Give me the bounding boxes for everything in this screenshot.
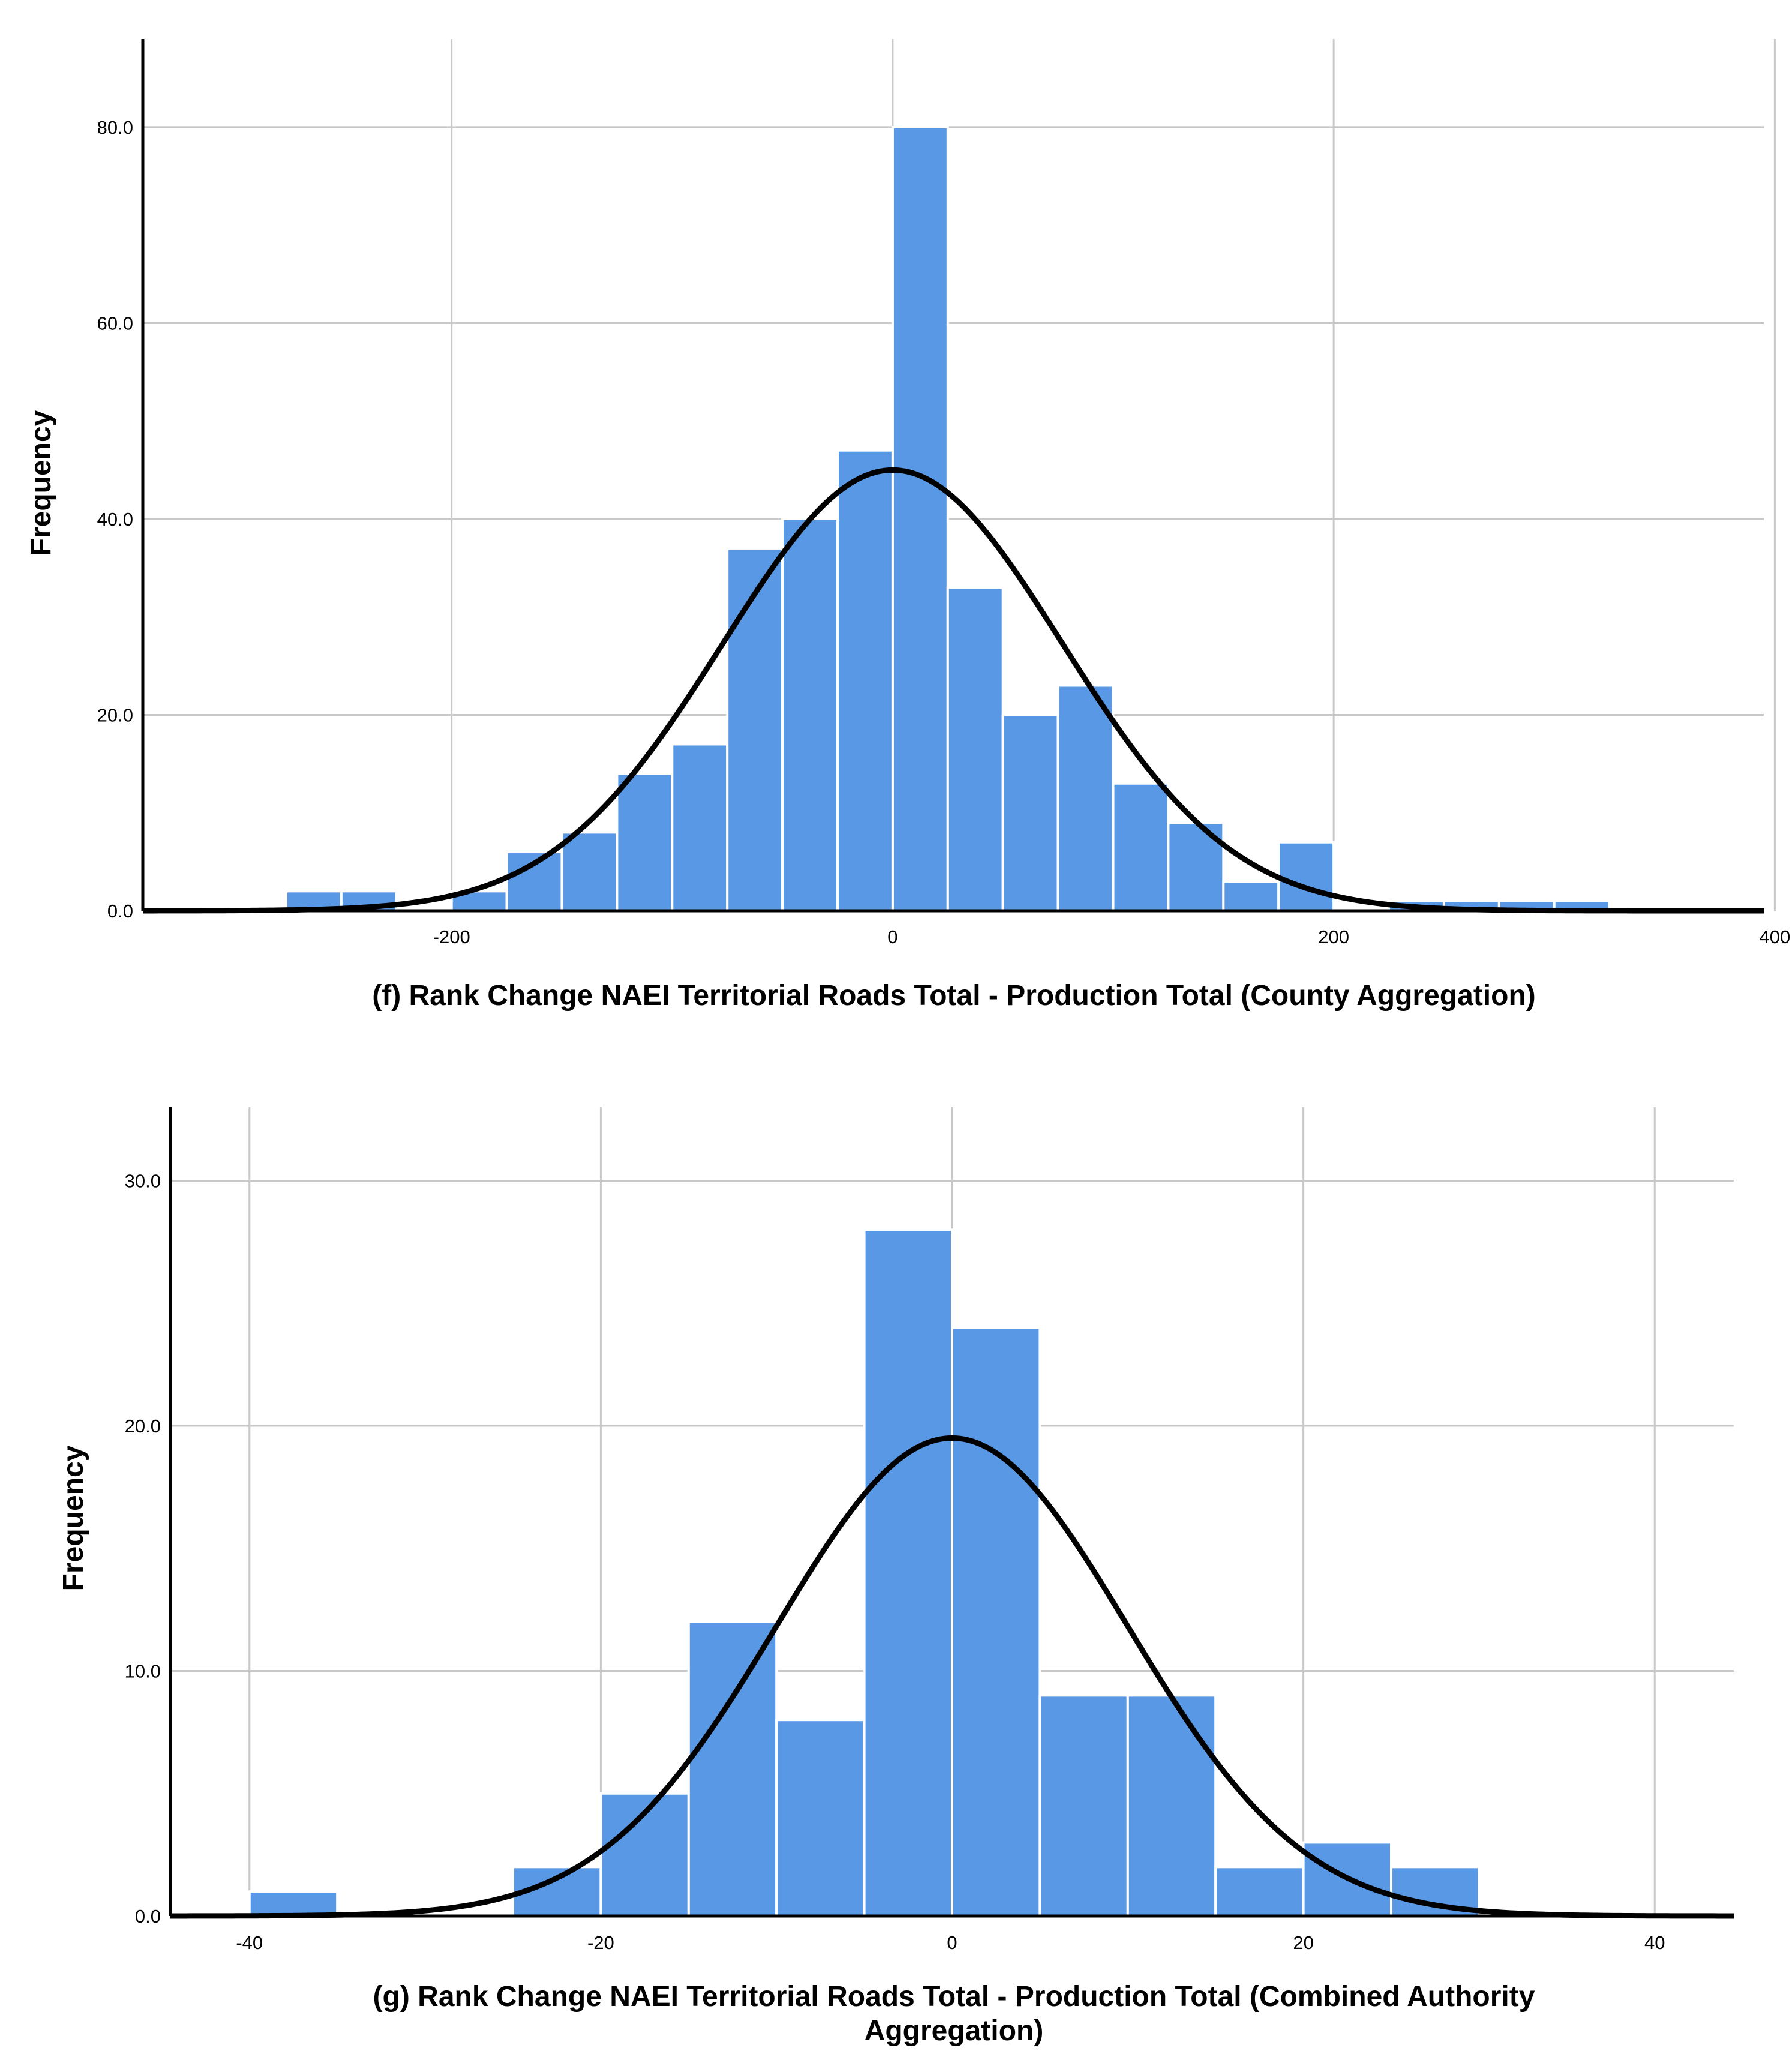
y-axis-title-g: Frequency [58, 1445, 89, 1591]
histogram-f: -200 0 200 400 0.0 20.0 40.0 60.0 80.0 Frequenc… [25, 39, 1790, 1012]
y-tick-label-f-2: 40.0 [97, 509, 133, 530]
histogram-bar-f-5 [616, 772, 674, 913]
y-tick-label-g-3: 30.0 [125, 1171, 161, 1192]
histogram-bar-g-8 [1126, 1694, 1217, 1917]
x-tick-label-f-2: 200 [1318, 926, 1349, 947]
y-tick-label-f-0: 0.0 [107, 901, 133, 922]
histogram-bar-f-10 [891, 125, 949, 912]
histogram-bar-f-13 [1056, 684, 1115, 912]
x-tick-label-g-3: 20 [1293, 1932, 1313, 1953]
histogram-bar-f-14 [1112, 782, 1170, 912]
histogram-bar-f-6 [671, 743, 729, 913]
y-tick-label-g-0: 0.0 [135, 1906, 161, 1927]
x-tick-label-f-0: -200 [433, 926, 470, 947]
x-axis-title-f: (f) Rank Change NAEI Territorial Roads T… [372, 980, 1536, 1012]
x-tick-label-g-4: 40 [1644, 1932, 1665, 1953]
histogram-g: -40 -20 0 20 40 0.0 10.0 20.0 30.0 Frequency (g… [58, 1107, 1734, 2047]
normal-curve-g [170, 1435, 1734, 1919]
y-tick-label-f-4: 80.0 [97, 117, 133, 138]
x-axis-title-g: (g) Rank Change NAEI Territorial Roads T… [373, 1981, 1535, 2013]
histogram-bar-g-5 [863, 1228, 953, 1917]
histogram-bar-f-16 [1222, 880, 1280, 912]
bars-f [284, 125, 1611, 913]
y-tick-label-f-3: 60.0 [97, 313, 133, 334]
histogram-bar-f-12 [1001, 713, 1059, 912]
histogram-bar-f-11 [946, 586, 1004, 912]
histogram-bar-f-4 [560, 831, 619, 913]
y-tick-labels-f: 0.0 20.0 40.0 60.0 80.0 [97, 117, 133, 922]
bars-g [248, 1228, 1481, 1918]
x-tick-label-g-2: 0 [947, 1932, 957, 1953]
histogram-bar-g-0 [248, 1890, 339, 1918]
y-tick-label-g-2: 20.0 [125, 1416, 161, 1437]
x-tick-label-f-1: 0 [887, 926, 897, 947]
histogram-bar-g-3 [687, 1620, 778, 1917]
histogram-bar-f-9 [836, 449, 894, 912]
histogram-bar-g-9 [1214, 1866, 1305, 1917]
histogram-bar-g-7 [1038, 1694, 1129, 1917]
histogram-bar-f-8 [781, 517, 839, 912]
x-tick-label-f-3: 400 [1760, 926, 1791, 947]
x-tick-label-g-1: -20 [587, 1932, 614, 1953]
x-tick-labels-g: -40 -20 0 20 40 [236, 1932, 1665, 1953]
x-axis-title-g-line2: Aggregation) [865, 2015, 1044, 2047]
histogram-bar-g-6 [951, 1326, 1041, 1918]
y-tick-labels-g: 0.0 10.0 20.0 30.0 [125, 1171, 161, 1927]
x-tick-labels-f: -200 0 200 400 [433, 926, 1791, 947]
y-tick-label-f-1: 20.0 [97, 704, 133, 725]
histogram-bar-f-17 [1277, 841, 1335, 913]
histogram-bar-g-4 [775, 1719, 866, 1918]
histogram-bar-f-7 [726, 547, 784, 912]
y-axis-title-f: Frequency [25, 410, 57, 556]
x-tick-label-g-0: -40 [236, 1932, 263, 1953]
y-tick-label-g-1: 10.0 [125, 1661, 161, 1682]
